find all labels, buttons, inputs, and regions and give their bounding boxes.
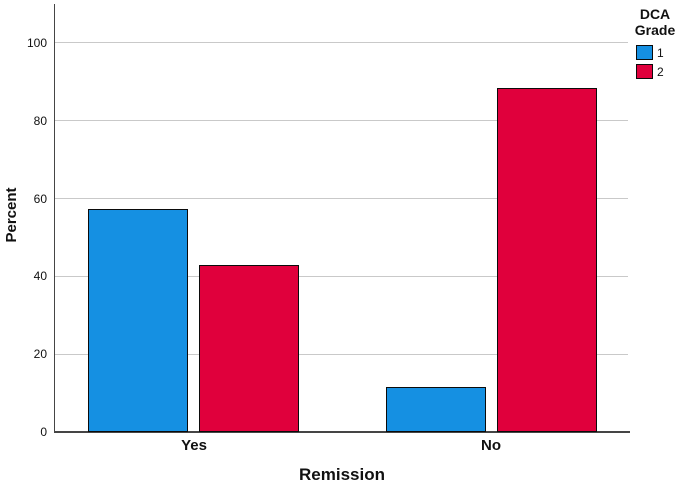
legend-title-line1: DCA bbox=[639, 6, 671, 22]
y-tick-label: 40 bbox=[33, 269, 47, 284]
gridline bbox=[55, 120, 628, 122]
bar-no-grade1 bbox=[386, 387, 486, 432]
y-tick-label: 100 bbox=[26, 35, 47, 50]
legend-swatch-blue-icon bbox=[636, 45, 653, 60]
gridline bbox=[55, 42, 628, 44]
gridline bbox=[55, 275, 628, 277]
plot-area bbox=[55, 4, 629, 432]
y-tick-label: 0 bbox=[40, 425, 47, 439]
bar-no-grade2 bbox=[497, 87, 597, 432]
y-tick-label: 20 bbox=[33, 347, 47, 362]
x-tick-label-yes: Yes bbox=[181, 437, 207, 454]
y-tick-label: 60 bbox=[33, 191, 47, 206]
x-tick-label-no: No bbox=[481, 437, 501, 454]
y-axis-title: Percent bbox=[3, 187, 20, 243]
y-tick-label: 80 bbox=[33, 113, 47, 128]
legend-title-line2: Grade bbox=[634, 22, 676, 38]
legend-items: 1 2 bbox=[626, 43, 684, 81]
y-axis-line bbox=[53, 4, 56, 433]
gridline bbox=[55, 353, 628, 355]
bar-yes-grade1 bbox=[88, 209, 188, 432]
x-axis-line bbox=[53, 431, 630, 433]
legend-title: DCA Grade bbox=[626, 6, 684, 38]
bar-yes-grade2 bbox=[199, 265, 299, 432]
gridline bbox=[55, 198, 628, 199]
legend-item-grade2: 2 bbox=[636, 62, 684, 81]
x-axis-title: Remission bbox=[299, 465, 385, 484]
legend-item-label: 2 bbox=[657, 64, 664, 79]
legend-item-label: 1 bbox=[657, 45, 664, 60]
legend-item-grade1: 1 bbox=[636, 43, 684, 62]
legend-swatch-red-icon bbox=[636, 64, 653, 79]
legend: DCA Grade 1 2 bbox=[626, 6, 684, 81]
